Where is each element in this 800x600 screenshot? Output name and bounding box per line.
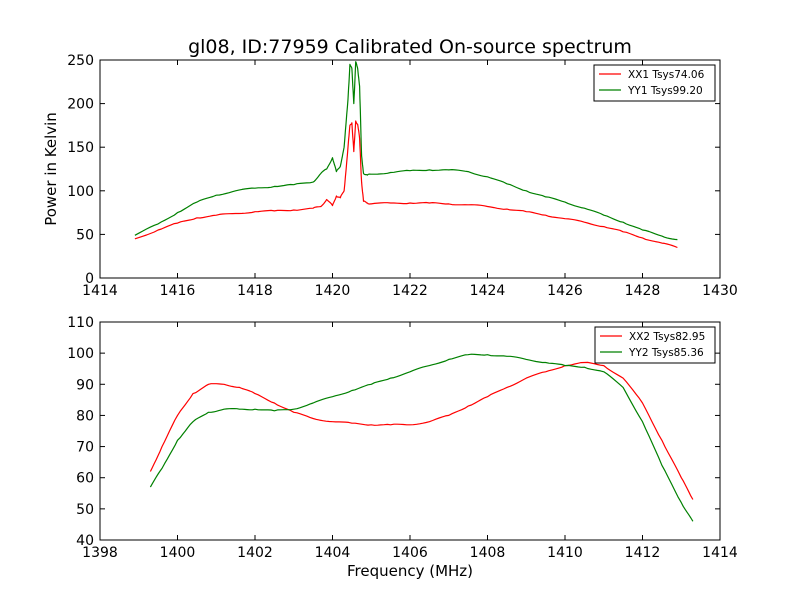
top-chart-title: gl08, ID:77959 Calibrated On-source spec… bbox=[188, 36, 632, 58]
top-series-line-xx1 bbox=[134, 120, 678, 249]
bottom-y-tick-label: 110 bbox=[67, 315, 94, 331]
top-legend-box bbox=[593, 64, 716, 102]
top-x-tick-label: 1422 bbox=[392, 283, 428, 299]
bottom-legend-label-xx2: XX2 Tsys82.95 bbox=[629, 331, 705, 343]
top-y-tick-label: 150 bbox=[67, 140, 94, 156]
bottom-x-tick-label: 1398 bbox=[82, 545, 118, 561]
top-y-tick-label: 250 bbox=[67, 53, 94, 69]
top-legend-label-xx1: XX1 Tsys74.06 bbox=[628, 69, 705, 81]
bottom-panel: Frequency (MHz) 1398 1400 1402 1404 1406 1408… bbox=[67, 315, 738, 580]
bottom-legend: XX2 Tsys82.95 YY2 Tsys85.36 bbox=[594, 326, 716, 364]
top-x-tick-label: 1430 bbox=[702, 283, 738, 299]
top-x-tick-label: 1418 bbox=[237, 283, 273, 299]
top-x-tick-label: 1428 bbox=[625, 283, 661, 299]
top-ticks-layer: 1414 1416 1418 1420 1422 1424 1426 1428 1430 0 50 1… bbox=[67, 53, 738, 299]
bottom-x-tick-label: 1400 bbox=[160, 545, 196, 561]
bottom-series-line-yy2 bbox=[149, 353, 694, 522]
bottom-y-tick-label: 100 bbox=[67, 346, 94, 362]
bottom-x-tick-label: 1406 bbox=[392, 545, 428, 561]
bottom-legend-box bbox=[594, 326, 716, 364]
top-x-tick-label: 1426 bbox=[547, 283, 583, 299]
top-legend: XX1 Tsys74.06 YY1 Tsys99.20 bbox=[593, 64, 716, 102]
top-legend-label-yy1: YY1 Tsys99.20 bbox=[627, 85, 703, 97]
bottom-x-tick-label: 1412 bbox=[625, 545, 661, 561]
top-series-line-yy1 bbox=[134, 61, 678, 241]
bottom-x-tick-label: 1410 bbox=[547, 545, 583, 561]
bottom-ticks-layer: 1398 1400 1402 1404 1406 1408 1410 1412 1414 40 50… bbox=[67, 315, 738, 561]
top-x-tick-label: 1416 bbox=[160, 283, 196, 299]
top-x-tick-label: 1414 bbox=[82, 283, 118, 299]
bottom-x-axis-label: Frequency (MHz) bbox=[347, 562, 473, 580]
bottom-y-tick-label: 50 bbox=[76, 502, 94, 518]
top-y-tick-label: 0 bbox=[85, 271, 94, 287]
bottom-x-tick-label: 1402 bbox=[237, 545, 273, 561]
bottom-series-layer bbox=[149, 353, 694, 522]
bottom-series-line-xx2 bbox=[149, 361, 694, 500]
top-y-tick-label: 50 bbox=[76, 227, 94, 243]
bottom-y-tick-label: 90 bbox=[76, 377, 94, 393]
bottom-y-tick-label: 80 bbox=[76, 408, 94, 424]
top-x-tick-label: 1420 bbox=[315, 283, 351, 299]
top-y-axis-label: Power in Kelvin bbox=[42, 112, 60, 226]
bottom-y-tick-label: 40 bbox=[76, 533, 94, 549]
bottom-y-tick-label: 70 bbox=[76, 440, 94, 456]
top-series-layer bbox=[134, 61, 678, 249]
bottom-x-tick-label: 1414 bbox=[702, 545, 738, 561]
bottom-y-tick-label: 60 bbox=[76, 471, 94, 487]
bottom-legend-label-yy2: YY2 Tsys85.36 bbox=[628, 347, 704, 359]
top-panel: gl08, ID:77959 Calibrated On-source spec… bbox=[42, 36, 738, 299]
top-x-tick-label: 1424 bbox=[470, 283, 506, 299]
bottom-x-tick-label: 1408 bbox=[470, 545, 506, 561]
top-y-tick-label: 100 bbox=[67, 184, 94, 200]
bottom-x-tick-label: 1404 bbox=[315, 545, 351, 561]
top-y-tick-label: 200 bbox=[67, 97, 94, 113]
